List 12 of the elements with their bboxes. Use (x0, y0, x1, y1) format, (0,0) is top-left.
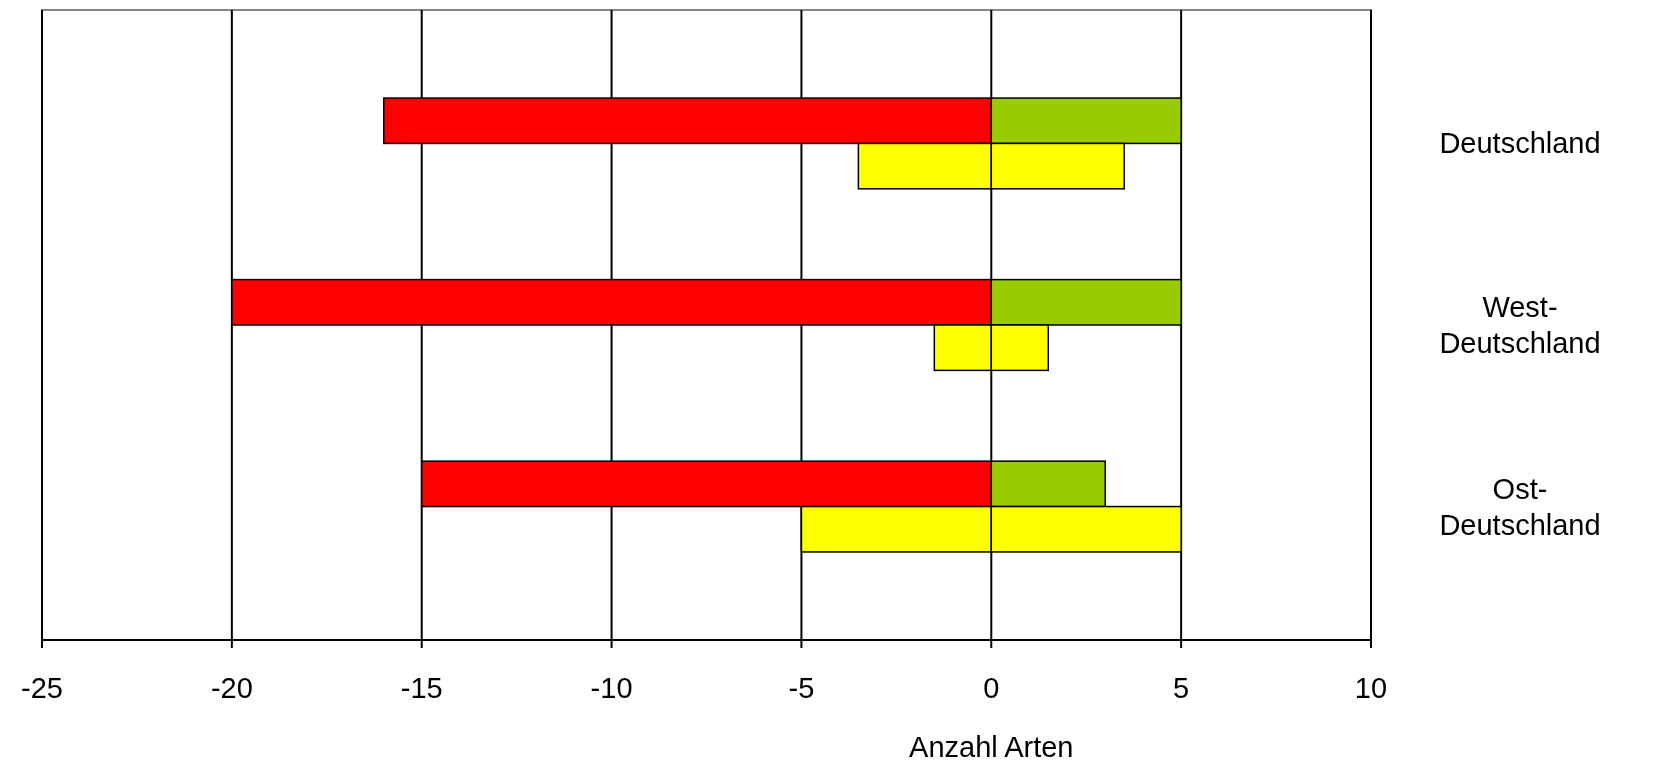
x-tick-label: -15 (400, 672, 443, 704)
x-tick-label: -5 (788, 672, 815, 704)
x-tick-label: 10 (1354, 672, 1388, 704)
x-tick-label: 0 (983, 672, 1000, 704)
x-axis-title: Anzahl Arten (909, 731, 1074, 763)
y-tick-label: Ost-Deutschland (1439, 472, 1601, 541)
y-tick-label: Deutschland (1439, 127, 1601, 160)
y-tick-label: West-Deutschland (1439, 291, 1601, 359)
x-tick-label: -25 (21, 672, 63, 704)
x-tick-label: -20 (210, 672, 253, 704)
x-tick-label: -10 (590, 672, 633, 704)
x-tick-label: 5 (1173, 672, 1190, 704)
